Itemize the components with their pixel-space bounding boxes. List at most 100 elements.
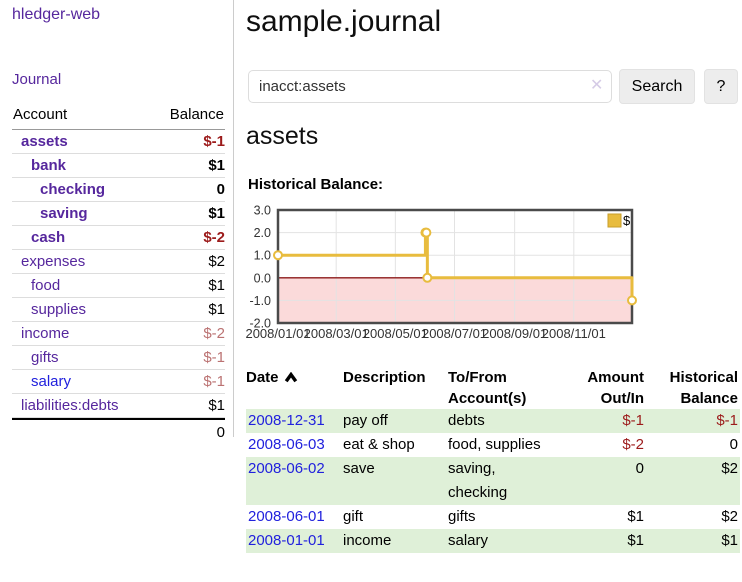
svg-text:2008/07/01: 2008/07/01 — [422, 326, 487, 341]
sidebar-account-expenses[interactable]: expenses — [21, 253, 86, 270]
register-header-description: Description — [343, 369, 426, 386]
transaction-date-link[interactable]: 2008-06-03 — [248, 436, 325, 453]
journal-link[interactable]: Journal — [12, 71, 62, 88]
register-header-account: To/From Account(s) — [448, 369, 527, 407]
transaction-date-link[interactable]: 2008-12-31 — [248, 412, 325, 429]
svg-text:-1.0: -1.0 — [249, 294, 271, 308]
search-input[interactable] — [248, 70, 612, 103]
transaction-description: gift — [343, 508, 364, 525]
transaction-description: eat & shop — [343, 436, 415, 453]
account-balance: $1 — [208, 277, 225, 294]
transaction-date-link[interactable]: 2008-06-01 — [248, 508, 325, 525]
transaction-accounts: salary — [448, 532, 489, 549]
sidebar-account-row: supplies $1 — [12, 298, 225, 322]
transaction-row: 2008-06-01 gift gifts $1 $2 — [246, 505, 740, 529]
transaction-amount: 0 — [635, 460, 644, 477]
transaction-amount: $-1 — [622, 412, 644, 429]
register-header-amount: Amount Out/In — [587, 369, 644, 407]
transaction-description: save — [343, 460, 375, 477]
transaction-accounts: debts — [448, 412, 485, 429]
sidebar-account-row: income $-2 — [12, 322, 225, 346]
account-balance: $1 — [208, 205, 225, 222]
sidebar-divider — [233, 0, 234, 437]
account-balance: $2 — [208, 253, 225, 270]
svg-text:1.0: 1.0 — [254, 249, 271, 263]
svg-text:0.0: 0.0 — [254, 271, 271, 285]
account-balance: $1 — [208, 397, 225, 414]
sidebar-account-row: cash $-2 — [12, 226, 225, 250]
sidebar-account-row: food $1 — [12, 274, 225, 298]
transaction-row: 2008-12-31 pay off debts $-1 $-1 — [246, 409, 740, 433]
sidebar-account-row: saving $1 — [12, 202, 225, 226]
register-table: Date Description To/From Account(s) Amou… — [246, 367, 740, 553]
sidebar-account-liabilities-debts[interactable]: liabilities:debts — [21, 397, 119, 414]
sidebar-account-row: expenses $2 — [12, 250, 225, 274]
transaction-row: 2008-06-02 save saving, checking 0 $2 — [246, 457, 740, 505]
balance-column-header: Balance — [169, 106, 224, 123]
help-button[interactable]: ? — [704, 69, 738, 104]
svg-text:2008/03/01: 2008/03/01 — [304, 326, 369, 341]
transaction-accounts: food, supplies — [448, 436, 541, 453]
register-header-date[interactable]: Date — [246, 367, 343, 409]
account-balance: $1 — [208, 157, 225, 174]
transaction-amount: $1 — [627, 532, 644, 549]
account-title: assets — [246, 122, 319, 150]
sidebar-account-food[interactable]: food — [31, 277, 61, 294]
account-balance: 0 — [216, 181, 225, 198]
transaction-description: income — [343, 532, 392, 549]
transaction-description: pay off — [343, 412, 388, 429]
account-balance: $-1 — [203, 373, 225, 390]
svg-text:3.0: 3.0 — [254, 204, 271, 218]
transaction-balance: $2 — [721, 460, 738, 477]
transaction-amount: $1 — [627, 508, 644, 525]
transaction-date-link[interactable]: 2008-01-01 — [248, 532, 325, 549]
sidebar-account-bank[interactable]: bank — [31, 157, 67, 174]
transaction-balance: $2 — [721, 508, 738, 525]
register-header-row: Date Description To/From Account(s) Amou… — [246, 367, 740, 409]
sidebar-account-row: salary $-1 — [12, 370, 225, 394]
account-balance: $-1 — [203, 133, 225, 150]
svg-text:2008/11/01: 2008/11/01 — [542, 326, 606, 341]
sidebar-account-saving[interactable]: saving — [40, 205, 88, 222]
account-balance: $-1 — [203, 349, 225, 366]
transaction-amount: $-2 — [622, 436, 644, 453]
search-button[interactable]: Search — [619, 69, 695, 104]
sidebar-account-gifts[interactable]: gifts — [31, 349, 59, 366]
svg-text:2008/09/01: 2008/09/01 — [482, 326, 547, 341]
historical-balance-chart: 2008/01/012008/03/012008/05/012008/07/01… — [245, 204, 637, 341]
transaction-row: 2008-06-03 eat & shop food, supplies $-2… — [246, 433, 740, 457]
sidebar-account-cash[interactable]: cash — [31, 229, 66, 246]
svg-text:2008/01/01: 2008/01/01 — [245, 326, 310, 341]
transaction-balance: $1 — [721, 532, 738, 549]
account-column-header: Account — [13, 106, 68, 123]
sidebar-account-supplies[interactable]: supplies — [31, 301, 87, 318]
transaction-balance: 0 — [729, 436, 738, 453]
svg-text:2008/05/01: 2008/05/01 — [363, 326, 428, 341]
chart-title: Historical Balance: — [248, 176, 384, 193]
sort-ascending-icon — [284, 371, 297, 383]
sidebar-account-income[interactable]: income — [21, 325, 70, 342]
account-balance: $-2 — [203, 325, 225, 342]
transaction-accounts: gifts — [448, 508, 476, 525]
sidebar-account-checking[interactable]: checking — [40, 181, 106, 198]
sidebar-accounts-table: Account Balance assets $-1 bank $1 check… — [12, 105, 225, 444]
account-balance: $1 — [208, 301, 225, 318]
sidebar-account-row: gifts $-1 — [12, 346, 225, 370]
sidebar-account-row: liabilities:debts $1 — [12, 394, 225, 418]
transaction-balance: $-1 — [716, 412, 738, 429]
svg-text:-2.0: -2.0 — [249, 317, 271, 331]
sidebar-total-row: 0 — [12, 418, 225, 444]
app-title-link[interactable]: hledger-web — [12, 6, 101, 23]
sidebar-account-assets[interactable]: assets — [21, 133, 68, 150]
sidebar-account-salary[interactable]: salary — [31, 373, 72, 390]
transaction-date-link[interactable]: 2008-06-02 — [248, 460, 325, 477]
transaction-accounts: saving, checking — [448, 460, 508, 501]
sidebar-account-row: bank $1 — [12, 154, 225, 178]
clear-search-icon[interactable]: ✕ — [590, 77, 604, 94]
sidebar-table-header: Account Balance — [12, 105, 225, 130]
sidebar-account-row: assets $-1 — [12, 130, 225, 154]
account-balance: $-2 — [203, 229, 225, 246]
sidebar-total-value: 0 — [216, 423, 225, 441]
sidebar-account-row: checking 0 — [12, 178, 225, 202]
